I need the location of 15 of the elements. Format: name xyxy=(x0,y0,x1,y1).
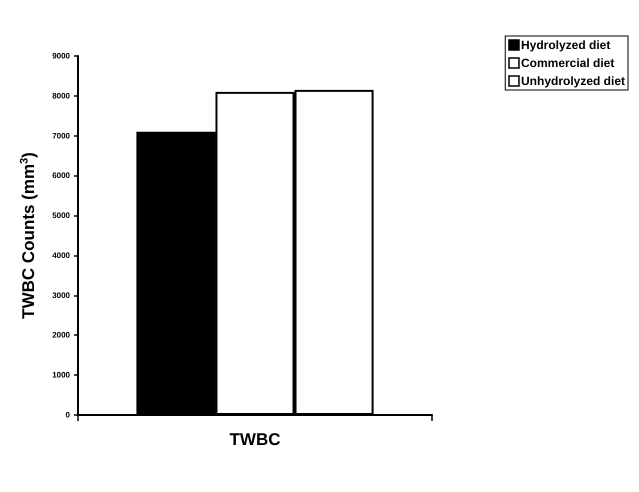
y-tick-label: 2000 xyxy=(52,330,71,340)
legend-label: Unhydrolyzed diet xyxy=(520,74,626,88)
y-axis-title: TWBC Counts (mm3) xyxy=(18,152,38,319)
y-tick-label: 5000 xyxy=(52,211,71,220)
x-tick-label: TWBC xyxy=(230,430,280,449)
y-tick-label: 0 xyxy=(66,410,71,420)
y-tick-label: 1000 xyxy=(52,370,71,380)
y-tick-label: 3000 xyxy=(52,290,71,300)
legend-label: Hydrolyzed diet xyxy=(520,38,610,52)
legend-label: Commercial diet xyxy=(520,56,614,70)
y-tick-label: 9000 xyxy=(52,52,71,60)
y-tick-label: 6000 xyxy=(52,171,71,180)
y-tick-label: 7000 xyxy=(52,131,71,140)
y-tick-label: 8000 xyxy=(52,91,71,100)
y-tick-label: 4000 xyxy=(52,250,71,260)
